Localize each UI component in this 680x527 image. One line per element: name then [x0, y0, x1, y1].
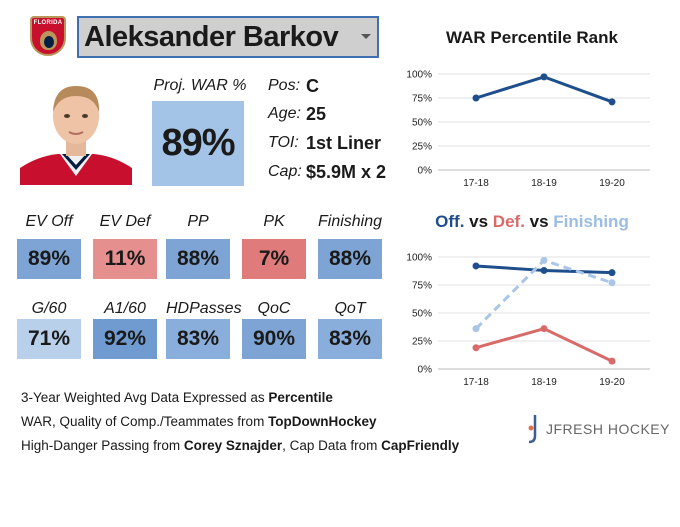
title-def: Def.	[492, 212, 525, 231]
ev-off-value: 89%	[17, 239, 81, 279]
pp-label: PP	[187, 213, 209, 230]
x-tick-label: 18-19	[531, 377, 557, 388]
y-tick-label: 100%	[406, 70, 432, 81]
data-point	[472, 325, 480, 333]
data-point	[540, 256, 548, 264]
qot-value: 83%	[318, 319, 382, 359]
age-label: Age:	[268, 105, 301, 122]
war-percentile-chart: 0% 25% 50% 75% 100% 17-18 18-19 19-20	[406, 70, 650, 189]
pos-label: Pos:	[268, 77, 301, 94]
x-tick-label: 17-18	[463, 178, 489, 189]
brand-logo: JFRESH HOCKEY	[526, 414, 670, 444]
data-point	[608, 269, 616, 277]
data-point	[608, 98, 616, 106]
toi-label: TOI:	[268, 134, 299, 151]
data-point	[472, 262, 480, 270]
y-tick-label: 0%	[418, 365, 433, 376]
title-vs-2: vs	[524, 212, 554, 231]
toi-value: 1st Liner	[306, 133, 382, 153]
qoc-value: 90%	[242, 319, 306, 359]
y-tick-label: 25%	[412, 337, 432, 348]
off-def-finishing-chart-title: Off. vs Def. vs Finishing	[420, 212, 644, 232]
war-chart-title: WAR Percentile Rank	[446, 28, 618, 47]
ev-off-label: EV Off	[25, 213, 73, 230]
data-point	[540, 266, 548, 274]
team-logo-text: FLORIDA	[33, 20, 63, 26]
y-tick-label: 50%	[412, 118, 432, 129]
cap-label: Cap:	[268, 163, 302, 180]
x-tick-label: 18-19	[531, 178, 557, 189]
g60-label: G/60	[31, 300, 67, 317]
pp-value: 88%	[166, 239, 230, 279]
data-point	[608, 357, 616, 365]
y-tick-label: 75%	[412, 94, 432, 105]
pk-value: 7%	[242, 239, 306, 279]
data-point	[472, 344, 480, 352]
footer-line-2-bold: TopDownHockey	[268, 414, 377, 429]
brand-stick-icon	[528, 415, 537, 444]
player-name: Aleksander Barkov	[84, 20, 339, 53]
y-tick-label: 50%	[412, 309, 432, 320]
series-line-1	[475, 327, 613, 363]
x-tick-label: 19-20	[599, 178, 625, 189]
brand-name: JFRESH HOCKEY	[546, 421, 670, 437]
ev-def-label: EV Def	[99, 213, 151, 230]
title-finishing: Finishing	[553, 212, 629, 231]
pk-label: PK	[263, 213, 285, 230]
footer-line-3: High-Danger Passing from Corey Sznajder,…	[21, 438, 459, 453]
pos-value: C	[306, 76, 319, 96]
g60-value: 71%	[17, 319, 81, 359]
qoc-label: QoC	[257, 300, 291, 317]
footer-line-3-bold-2: CapFriendly	[381, 438, 460, 453]
y-tick-label: 100%	[406, 253, 432, 264]
y-tick-label: 25%	[412, 142, 432, 153]
y-tick-label: 0%	[418, 166, 433, 177]
y-tick-label: 75%	[412, 281, 432, 292]
x-tick-label: 17-18	[463, 377, 489, 388]
cap-value: $5.9M x 2	[306, 162, 387, 182]
hdpasses-label: HDPasses	[166, 300, 242, 317]
team-logo: FLORIDA	[30, 16, 66, 56]
footer-line-1-bold: Percentile	[268, 390, 333, 405]
data-point	[472, 94, 480, 102]
data-point	[540, 325, 548, 333]
title-vs-1: vs	[464, 212, 493, 231]
data-point	[608, 279, 616, 287]
off-def-finishing-chart: 0% 25% 50% 75% 100% 17-18 18-19 19-20	[406, 253, 650, 388]
footer-line-1: 3-Year Weighted Avg Data Expressed as Pe…	[21, 390, 333, 405]
data-point	[540, 73, 548, 81]
player-photo	[20, 72, 132, 185]
footer-line-3-text: High-Danger Passing from	[21, 438, 184, 453]
footer-line-2-text: WAR, Quality of Comp./Teammates from	[21, 414, 269, 429]
finishing-value: 88%	[318, 239, 382, 279]
footer-line-2: WAR, Quality of Comp./Teammates from Top…	[21, 414, 377, 429]
footer-line-1-text: 3-Year Weighted Avg Data Expressed as	[21, 390, 269, 405]
player-select-dropdown[interactable]: Aleksander Barkov	[77, 16, 379, 58]
hdpasses-value: 83%	[166, 319, 230, 359]
a160-label: A1/60	[104, 300, 146, 317]
proj-war-value: 89%	[152, 101, 244, 186]
age-value: 25	[306, 104, 327, 124]
finishing-label: Finishing	[318, 213, 383, 230]
chevron-down-icon[interactable]	[361, 34, 371, 39]
proj-war-label: Proj. WAR %	[153, 77, 247, 94]
footer-line-3-mid: , Cap Data from	[282, 438, 382, 453]
ev-def-value: 11%	[93, 239, 157, 279]
footer-line-3-bold-1: Corey Sznajder	[183, 438, 283, 453]
a160-value: 92%	[93, 319, 157, 359]
x-tick-label: 19-20	[599, 377, 625, 388]
title-off: Off.	[435, 212, 465, 231]
panther-face-icon	[44, 36, 54, 48]
qot-label: QoT	[334, 300, 366, 317]
